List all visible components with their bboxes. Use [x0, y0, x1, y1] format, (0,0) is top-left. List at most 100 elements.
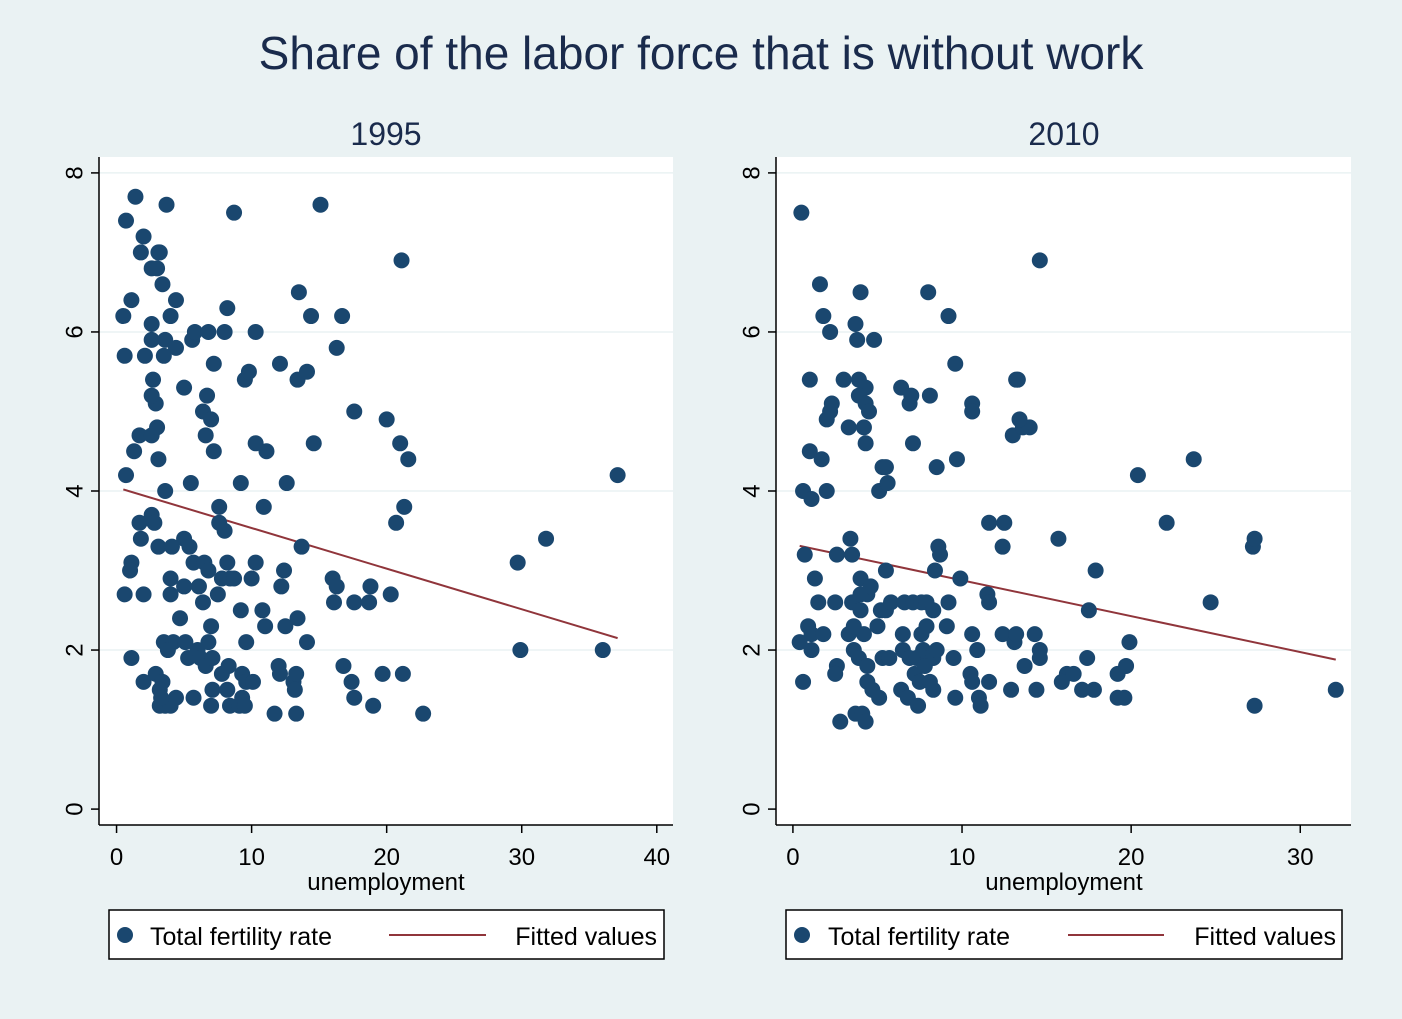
data-point-1995-55	[182, 475, 199, 492]
data-point-1995-125	[200, 634, 217, 651]
data-point-2010-14	[822, 403, 839, 420]
points-1995	[115, 188, 626, 722]
data-point-2010-79	[883, 594, 899, 611]
data-point-1995-27	[247, 323, 264, 340]
data-point-1995-58	[205, 443, 222, 460]
data-point-1995-9	[158, 196, 175, 213]
data-point-1995-94	[200, 562, 217, 579]
data-point-1995-110	[346, 594, 363, 611]
grid-2010	[776, 172, 1351, 651]
data-point-2010-4	[847, 316, 864, 332]
data-point-2010-41	[803, 490, 820, 507]
data-point-1995-14	[123, 292, 140, 309]
data-point-2010-60	[981, 514, 998, 531]
data-point-1995-102	[247, 554, 264, 571]
data-point-1995-41	[240, 363, 257, 380]
data-point-2010-149	[1028, 681, 1045, 698]
data-point-1995-59	[232, 475, 249, 492]
legend-label-points-1995: Total fertility rate	[150, 923, 332, 951]
data-point-2010-102	[964, 626, 981, 643]
data-point-2010-90	[791, 634, 808, 651]
data-point-1995-132	[135, 673, 152, 690]
data-point-2010-121	[928, 642, 945, 659]
points-2010	[791, 204, 1344, 730]
data-point-1995-72	[163, 538, 180, 555]
data-point-2010-100	[918, 618, 935, 635]
data-point-2010-88	[1080, 602, 1097, 619]
data-point-1995-53	[150, 451, 167, 468]
y-tick-label-0-2010: 0	[739, 802, 766, 815]
data-point-2010-24	[921, 387, 938, 404]
data-point-2010-145	[964, 673, 981, 690]
data-point-1995-32	[136, 347, 153, 364]
data-point-1995-49	[126, 443, 143, 460]
data-point-2010-160	[910, 697, 927, 714]
x-tick-label-20-2010: 20	[1118, 844, 1145, 871]
data-point-2010-143	[925, 681, 942, 698]
data-point-1995-78	[255, 498, 272, 515]
data-point-1995-81	[396, 498, 413, 515]
data-point-2010-138	[871, 689, 888, 706]
data-point-2010-65	[1158, 514, 1175, 531]
data-point-1995-104	[276, 562, 293, 579]
panel-1995: 1995 0 2 4 6 8 0 10 20 30 40 unemployment Total f…	[62, 116, 673, 960]
data-point-2010-84	[925, 602, 942, 619]
data-point-1995-169	[594, 642, 611, 659]
legend-label-fit-2010: Fitted values	[1194, 923, 1336, 951]
data-point-1995-36	[176, 379, 193, 396]
data-point-2010-2	[815, 308, 832, 325]
data-point-1995-26	[219, 300, 236, 317]
data-point-1995-54	[157, 483, 174, 499]
data-point-1995-113	[326, 594, 343, 611]
data-point-2010-15	[835, 371, 852, 388]
data-point-1995-3	[135, 228, 152, 245]
data-point-1995-159	[288, 665, 305, 682]
data-point-1995-46	[346, 403, 363, 420]
x-tick-label-0-2010: 0	[786, 844, 799, 871]
data-point-1995-151	[244, 673, 261, 690]
data-point-2010-103	[969, 642, 986, 659]
data-point-2010-55	[877, 562, 894, 579]
data-point-2010-69	[810, 594, 827, 611]
data-point-1995-146	[219, 681, 236, 698]
data-point-2010-39	[1011, 411, 1028, 428]
data-point-1995-129	[289, 610, 306, 627]
data-point-2010-47	[928, 459, 945, 476]
data-point-2010-10	[849, 331, 866, 348]
x-tick-label-30-2010: 30	[1287, 844, 1314, 871]
data-point-1995-50	[131, 427, 148, 444]
data-point-1995-44	[298, 363, 315, 380]
data-point-1995-98	[219, 554, 236, 571]
data-point-1995-39	[205, 355, 222, 372]
data-point-1995-168	[512, 642, 529, 659]
data-point-1995-75	[211, 498, 228, 515]
data-point-1995-114	[382, 586, 399, 603]
legend-label-fit-1995: Fitted values	[515, 923, 657, 951]
data-point-1995-82	[509, 554, 526, 571]
data-point-1995-7	[154, 276, 171, 293]
legend-marker-2010	[794, 927, 810, 943]
data-point-2010-76	[852, 602, 869, 619]
data-point-1995-31	[116, 347, 133, 364]
data-point-2010-35	[904, 435, 921, 452]
ticks-1995: 0 2 4 6 8 0 10 20 30 40	[62, 166, 671, 871]
data-point-1995-47	[378, 411, 395, 428]
data-point-2010-162	[1246, 697, 1263, 714]
data-point-1995-0	[118, 212, 135, 229]
data-point-1995-95	[194, 594, 211, 611]
data-point-2010-68	[806, 570, 823, 587]
data-point-1995-68	[132, 530, 149, 547]
data-point-1995-140	[153, 689, 170, 706]
fit-line-1995	[123, 488, 618, 640]
data-point-2010-54	[844, 546, 861, 563]
data-point-2010-101	[938, 618, 955, 635]
data-point-1995-2	[132, 244, 149, 261]
data-point-1995-167	[415, 705, 432, 722]
data-point-1995-161	[335, 657, 352, 674]
data-point-2010-109	[1121, 634, 1138, 651]
data-point-1995-23	[186, 323, 203, 340]
data-point-1995-20	[167, 292, 184, 309]
data-point-1995-42	[271, 355, 288, 372]
fitted-line-1995	[123, 488, 618, 640]
data-point-1995-6	[149, 260, 166, 277]
